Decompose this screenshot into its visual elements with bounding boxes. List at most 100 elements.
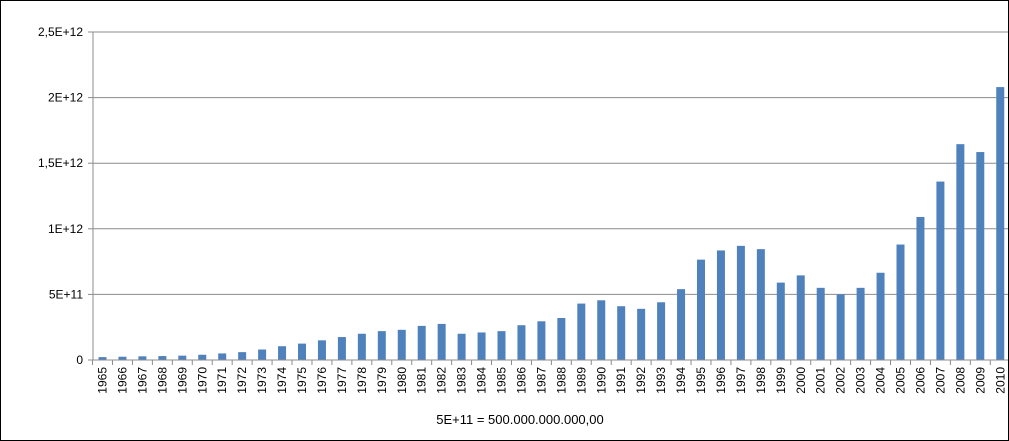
x-tick-label: 1994 (674, 367, 688, 394)
bar-2010 (996, 87, 1005, 360)
bar-1996 (716, 250, 725, 360)
bar-1965 (98, 357, 107, 360)
x-tick-label: 1982 (435, 367, 449, 394)
bar-1988 (557, 318, 566, 360)
footnote: 5E+11 = 500.000.000.000,00 (436, 412, 603, 427)
bar-1976 (317, 340, 326, 360)
x-tick-label: 1991 (614, 367, 628, 394)
x-tick-label: 2004 (874, 367, 888, 394)
x-tick-label: 1976 (315, 367, 329, 394)
gridlines (93, 31, 1008, 295)
x-tick-label: 1986 (514, 367, 528, 394)
bar-1990 (597, 300, 606, 360)
x-tick-label: 1988 (554, 367, 568, 394)
x-tick-label: 1997 (734, 367, 748, 394)
x-tick-label: 1965 (96, 367, 110, 394)
bar-2001 (816, 287, 825, 360)
x-tick-label: 1977 (335, 367, 349, 394)
bar-2000 (796, 275, 805, 360)
y-tick-label: 0 (76, 353, 83, 367)
bar-1993 (657, 302, 666, 360)
bar-1978 (357, 333, 366, 360)
y-tick-label: 1E+12 (48, 222, 83, 236)
bar-1985 (497, 331, 506, 360)
bar-1972 (238, 352, 247, 360)
x-tick-label: 1971 (215, 367, 229, 394)
x-tick-label: 1996 (714, 367, 728, 394)
x-tick-label: 1974 (275, 367, 289, 394)
x-tick-label: 1978 (355, 367, 369, 394)
bar-1991 (617, 306, 626, 360)
x-tick-label: 1970 (195, 367, 209, 394)
y-tick-label: 1,5E+12 (38, 156, 83, 170)
bar-1995 (697, 259, 705, 360)
bar-1971 (218, 353, 227, 360)
x-axis-ticks: 1965 1966 1967 1968 1969 1970 1971 1972 1973 1974… (92, 360, 1007, 394)
bar-2008 (956, 144, 965, 360)
x-tick-label: 2001 (814, 367, 828, 394)
bar-1992 (637, 308, 646, 360)
x-tick-label: 1975 (295, 367, 309, 394)
bar-1977 (337, 337, 346, 360)
bars (98, 87, 1005, 360)
bar-1981 (417, 325, 426, 360)
bar-1986 (517, 325, 526, 360)
x-tick-label: 2009 (973, 367, 987, 394)
bar-2003 (856, 287, 865, 360)
x-tick-label: 2006 (913, 367, 927, 394)
bar-1984 (477, 332, 486, 360)
x-tick-label: 1980 (395, 367, 409, 394)
y-axis-ticks: 0 5E+11 1E+12 1,5E+12 2E+12 2,5E+12 (38, 25, 94, 367)
x-tick-label: 2002 (834, 367, 848, 394)
x-tick-label: 1973 (255, 367, 269, 394)
bar-1966 (118, 356, 127, 360)
bar-1973 (258, 349, 267, 360)
bar-1997 (736, 245, 745, 360)
x-tick-label: 1984 (475, 367, 489, 394)
bar-1980 (397, 329, 406, 360)
bar-1979 (377, 331, 386, 360)
x-tick-label: 2003 (854, 367, 868, 394)
bar-1970 (198, 354, 207, 360)
x-tick-label: 1990 (594, 367, 608, 394)
bar-1975 (298, 343, 306, 360)
bar-2006 (916, 216, 925, 360)
x-tick-label: 1967 (135, 367, 149, 394)
x-tick-label: 2008 (953, 367, 967, 394)
x-tick-label: 1989 (574, 367, 588, 394)
bar-1994 (677, 289, 686, 360)
x-tick-label: 1972 (235, 367, 249, 394)
x-tick-label: 1979 (375, 367, 389, 394)
x-tick-label: 1968 (155, 367, 169, 394)
bar-2009 (976, 152, 985, 360)
x-tick-label: 1992 (634, 367, 648, 394)
x-tick-label: 1969 (175, 367, 189, 394)
bar-1982 (437, 323, 446, 360)
bar-1969 (178, 355, 187, 360)
bar-1989 (577, 303, 586, 360)
x-tick-label: 1987 (534, 367, 548, 394)
x-tick-label: 1995 (694, 367, 708, 394)
bar-2004 (876, 272, 885, 360)
y-tick-label: 5E+11 (49, 287, 83, 301)
x-tick-label: 2000 (794, 367, 808, 394)
x-tick-label: 2007 (933, 367, 947, 394)
bar-1998 (756, 249, 765, 360)
bar-1968 (158, 356, 167, 360)
x-tick-label: 1966 (115, 367, 129, 394)
y-tick-label: 2,5E+12 (38, 25, 83, 39)
bar-2007 (936, 181, 945, 360)
x-tick-label: 2005 (894, 367, 908, 394)
x-tick-label: 1983 (455, 367, 469, 394)
bar-2005 (896, 244, 905, 360)
bar-1983 (457, 333, 466, 360)
x-tick-label: 1981 (415, 367, 429, 394)
bar-1974 (278, 346, 287, 360)
x-tick-label: 1993 (654, 367, 668, 394)
bar-1967 (138, 356, 147, 360)
x-tick-label: 1998 (754, 367, 768, 394)
bar-1987 (537, 321, 546, 360)
bar-1999 (776, 282, 785, 360)
